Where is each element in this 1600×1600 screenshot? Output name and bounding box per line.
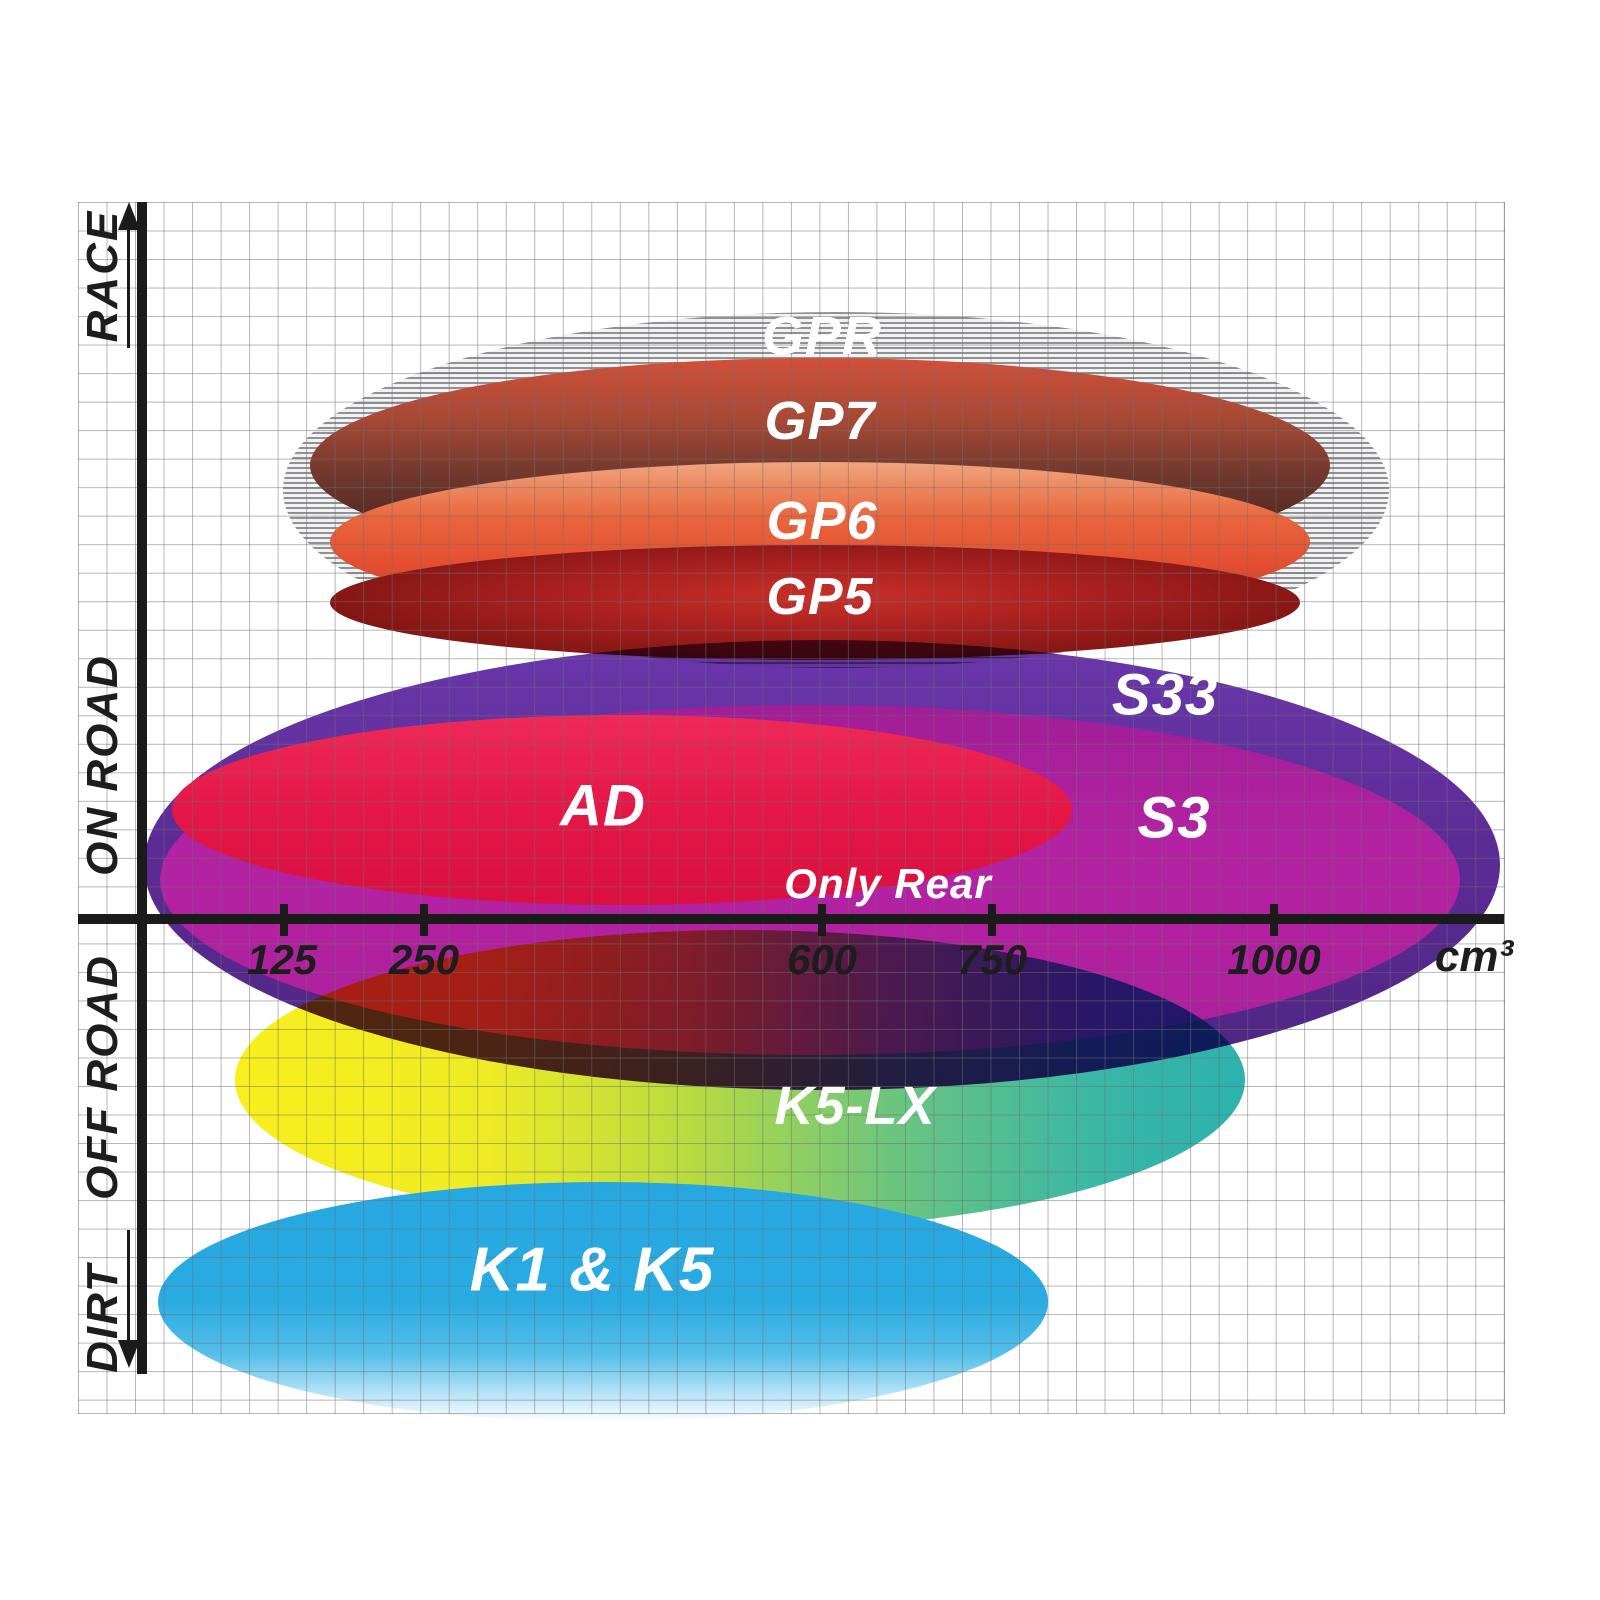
region-label-s33: S33 [1111, 662, 1219, 728]
y-label-on-road: ON ROAD [78, 654, 127, 876]
y-label-dirt: DIRT [78, 1263, 127, 1373]
x-tick-label: 600 [786, 936, 858, 983]
x-tick-label: 250 [388, 936, 460, 983]
region-label-gp5: GP5 [766, 568, 874, 626]
annotation-only-rear: Only Rear [784, 860, 992, 907]
x-tick-600 [818, 904, 826, 936]
x-tick-label: 125 [246, 936, 318, 983]
region-label-gpr: GPR [761, 306, 883, 366]
x-tick-125 [280, 904, 288, 936]
y-label-off-road: OFF ROAD [78, 954, 127, 1200]
x-tick-label: 1000 [1227, 936, 1321, 983]
x-axis-unit-label: cm³ [1434, 932, 1514, 981]
x-tick-750 [988, 904, 996, 936]
region-label-k1k5: K1 & K5 [469, 1235, 715, 1305]
region-label-gp7: GP7 [764, 391, 876, 451]
region-label-k5lx: K5-LX [774, 1076, 936, 1136]
y-axis-line [137, 202, 147, 1374]
region-k5lx-ellipse [235, 930, 1245, 1230]
x-tick-1000 [1270, 904, 1278, 936]
x-axis-line [78, 914, 1504, 924]
region-label-ad: AD [560, 773, 646, 839]
region-label-s3: S3 [1137, 785, 1211, 851]
x-tick-label: 750 [956, 936, 1028, 983]
region-label-gp6: GP6 [766, 491, 878, 551]
y-label-race: RACE [78, 209, 127, 343]
x-tick-250 [420, 904, 428, 936]
